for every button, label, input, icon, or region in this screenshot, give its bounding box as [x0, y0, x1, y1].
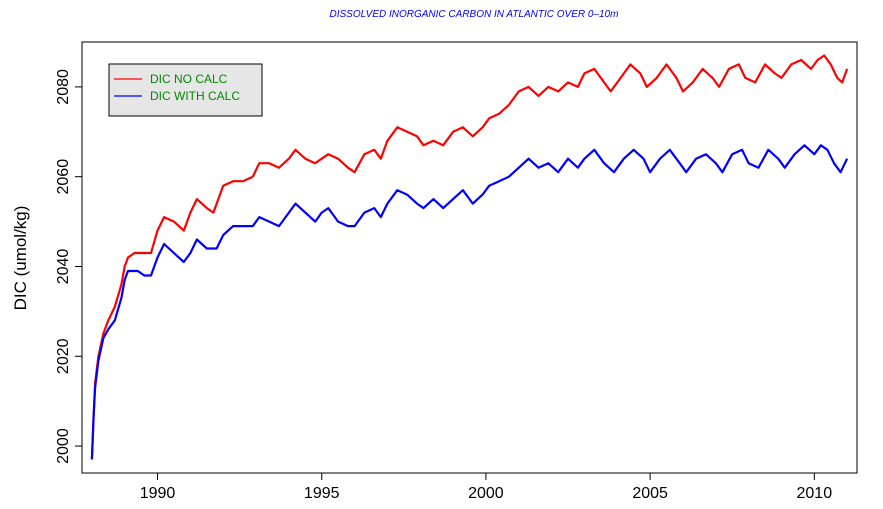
y-tick-label: 2000	[55, 428, 72, 464]
x-tick-label: 2010	[797, 485, 833, 502]
x-tick-label: 1995	[304, 485, 340, 502]
y-tick-label: 2020	[55, 338, 72, 374]
series-line-2	[90, 144, 849, 460]
y-axis: 2000 2020 2040 2060 2080	[55, 69, 82, 464]
legend-box	[108, 63, 263, 117]
plot-frame	[81, 41, 858, 474]
y-tick-label: 2060	[55, 159, 72, 195]
x-tick-label: 2000	[468, 485, 504, 502]
y-tick-label: 2080	[55, 69, 72, 105]
legend-label-2: DIC WITH CALC	[150, 89, 240, 103]
x-tick-label: 1990	[140, 485, 176, 502]
legend: DIC NO CALC DIC WITH CALC	[108, 63, 263, 117]
x-axis: 1990 1995 2000 2005 2010	[140, 473, 832, 502]
series-line-1	[90, 54, 849, 460]
x-tick-label: 2005	[632, 485, 668, 502]
chart-title: DISSOLVED INORGANIC CARBON IN ATLANTIC O…	[330, 9, 619, 20]
y-axis-label: DIC (umol/kg)	[11, 206, 30, 311]
series-group	[90, 54, 849, 460]
y-tick-label: 2040	[55, 249, 72, 285]
legend-label-1: DIC NO CALC	[150, 72, 228, 86]
